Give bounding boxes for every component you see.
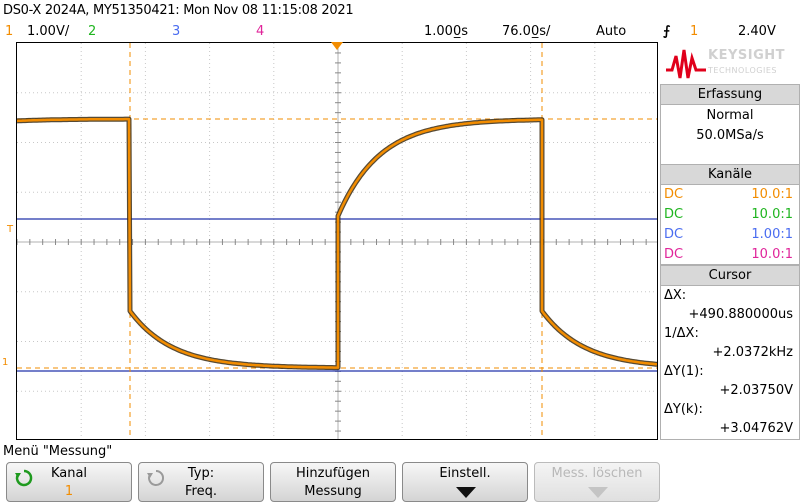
softkey-kanal-label: Kanal	[50, 466, 88, 481]
ch2-probe-ratio: 10.0:1	[751, 207, 793, 222]
softkey-add-label: Hinzufügen	[296, 466, 370, 481]
softkey-typ-label: Typ:	[187, 466, 215, 481]
cursor-inv-label: 1/ΔX:	[664, 326, 699, 341]
ch3-number[interactable]: 3	[172, 24, 181, 39]
channel-3-row[interactable]: DC 1.00:1	[661, 225, 799, 245]
logo-subtitle: TECHNOLOGIES	[708, 66, 777, 75]
ch3-coupling: DC	[664, 227, 684, 242]
cursor-inv-value: +2.0372kHz	[712, 345, 793, 360]
trigger-position-marker	[331, 42, 343, 50]
channel-1-row[interactable]: DC 10.0:1	[661, 185, 799, 205]
softkey-typ-value: Freq.	[185, 484, 217, 499]
ch1-coupling: DC	[664, 187, 684, 202]
timebase-delay[interactable]: 76.00̲s/	[502, 24, 551, 39]
side-panel: KEYSIGHT TECHNOLOGIES Erfassung Normal 5…	[660, 42, 800, 440]
ch4-probe-ratio: 10.0:1	[751, 247, 793, 262]
waveform-display[interactable]	[16, 42, 658, 440]
acquisition-header: Erfassung	[661, 85, 799, 105]
softkey-add-value: Messung	[304, 484, 362, 499]
softkey-kanal-value: 1	[64, 484, 74, 499]
channels-panel[interactable]: Kanäle DC 10.0:1 DC 10.0:1 DC 1.00:1 DC …	[660, 164, 800, 265]
rotary-knob-icon	[15, 469, 33, 487]
rotary-knob-icon	[147, 469, 165, 486]
timebase-scale[interactable]: 1.000̲s	[424, 24, 468, 39]
softkey-settings-label: Einstell.	[439, 466, 491, 481]
cursor-inv-label-row: 1/ΔX:	[661, 324, 799, 343]
ch4-coupling: DC	[664, 247, 684, 262]
ch1-scale[interactable]: 1.00V/	[27, 24, 70, 39]
cursor-dx-value: +490.880000us	[688, 307, 793, 322]
window-title: DS0-X 2024A, MY51350421: Mon Nov 08 11:1…	[3, 3, 354, 18]
ch2-coupling: DC	[664, 207, 684, 222]
softkey-clear-measurements[interactable]: Mess. löschen	[534, 462, 660, 502]
channel-4-row[interactable]: DC 10.0:1	[661, 245, 799, 265]
menu-title: Menü "Messung"	[3, 444, 113, 459]
channel-2-row[interactable]: DC 10.0:1	[661, 205, 799, 225]
cursor-dy1-label: ΔY(1):	[664, 364, 704, 379]
ch1-number[interactable]: 1	[5, 24, 14, 39]
softkey-kanal[interactable]: Kanal 1	[6, 462, 132, 502]
ch1-ground-marker: 1	[2, 357, 9, 368]
softkey-clear-label: Mess. löschen	[551, 466, 643, 481]
acquisition-mode: Normal	[706, 108, 754, 123]
cursor-dx-label-row: ΔX:	[661, 286, 799, 305]
ch2-number[interactable]: 2	[88, 24, 97, 39]
softkey-add-measurement[interactable]: Hinzufügen Messung	[270, 462, 396, 502]
channels-header: Kanäle	[661, 165, 799, 185]
keysight-logo: KEYSIGHT TECHNOLOGIES	[660, 42, 800, 84]
trigger-level-marker: T	[7, 224, 14, 235]
cursor-inv-value-row: +2.0372kHz	[661, 343, 799, 362]
waveform-canvas	[17, 43, 657, 439]
cursor-dy1-value: +2.03750V	[719, 383, 793, 398]
keysight-wave-icon	[666, 49, 706, 79]
cursor-dy1-value-row: +2.03750V	[661, 381, 799, 400]
cursor-dyk-value: +3.04762V	[719, 421, 793, 436]
cursor-dyk-value-row: +3.04762V	[661, 419, 799, 438]
ch4-number[interactable]: 4	[256, 24, 265, 39]
cursor-dy1-label-row: ΔY(1):	[661, 362, 799, 381]
trigger-source[interactable]: 1	[690, 24, 699, 39]
softkey-settings[interactable]: Einstell.	[402, 462, 528, 502]
sample-rate: 50.0MSa/s	[696, 128, 764, 143]
cursor-dx-label: ΔX:	[664, 288, 687, 303]
channel-status-bar: 1 1.00V/ 2 3 4 1.000̲s 76.00̲s/ Auto ⨍ 1…	[0, 22, 800, 42]
cursor-dyk-label-row: ΔY(k):	[661, 400, 799, 419]
softkey-typ[interactable]: Typ: Freq.	[138, 462, 264, 502]
ch1-waveform	[17, 117, 657, 369]
cursor-header: Cursor	[661, 266, 799, 286]
cursor-dx-value-row: +490.880000us	[661, 305, 799, 324]
logo-brand: KEYSIGHT	[708, 48, 785, 63]
ch3-probe-ratio: 1.00:1	[751, 227, 793, 242]
cursor-dyk-label: ΔY(k):	[664, 402, 703, 417]
trigger-mode[interactable]: Auto	[596, 24, 627, 39]
trigger-level[interactable]: 2.40V	[738, 24, 776, 39]
cursor-panel[interactable]: Cursor ΔX: +490.880000us 1/ΔX: +2.0372kH…	[660, 265, 800, 440]
trigger-edge-icon: ⨍	[663, 24, 671, 39]
submenu-arrow-icon	[588, 487, 608, 498]
submenu-arrow-icon	[456, 487, 476, 498]
ch1-probe-ratio: 10.0:1	[751, 187, 793, 202]
